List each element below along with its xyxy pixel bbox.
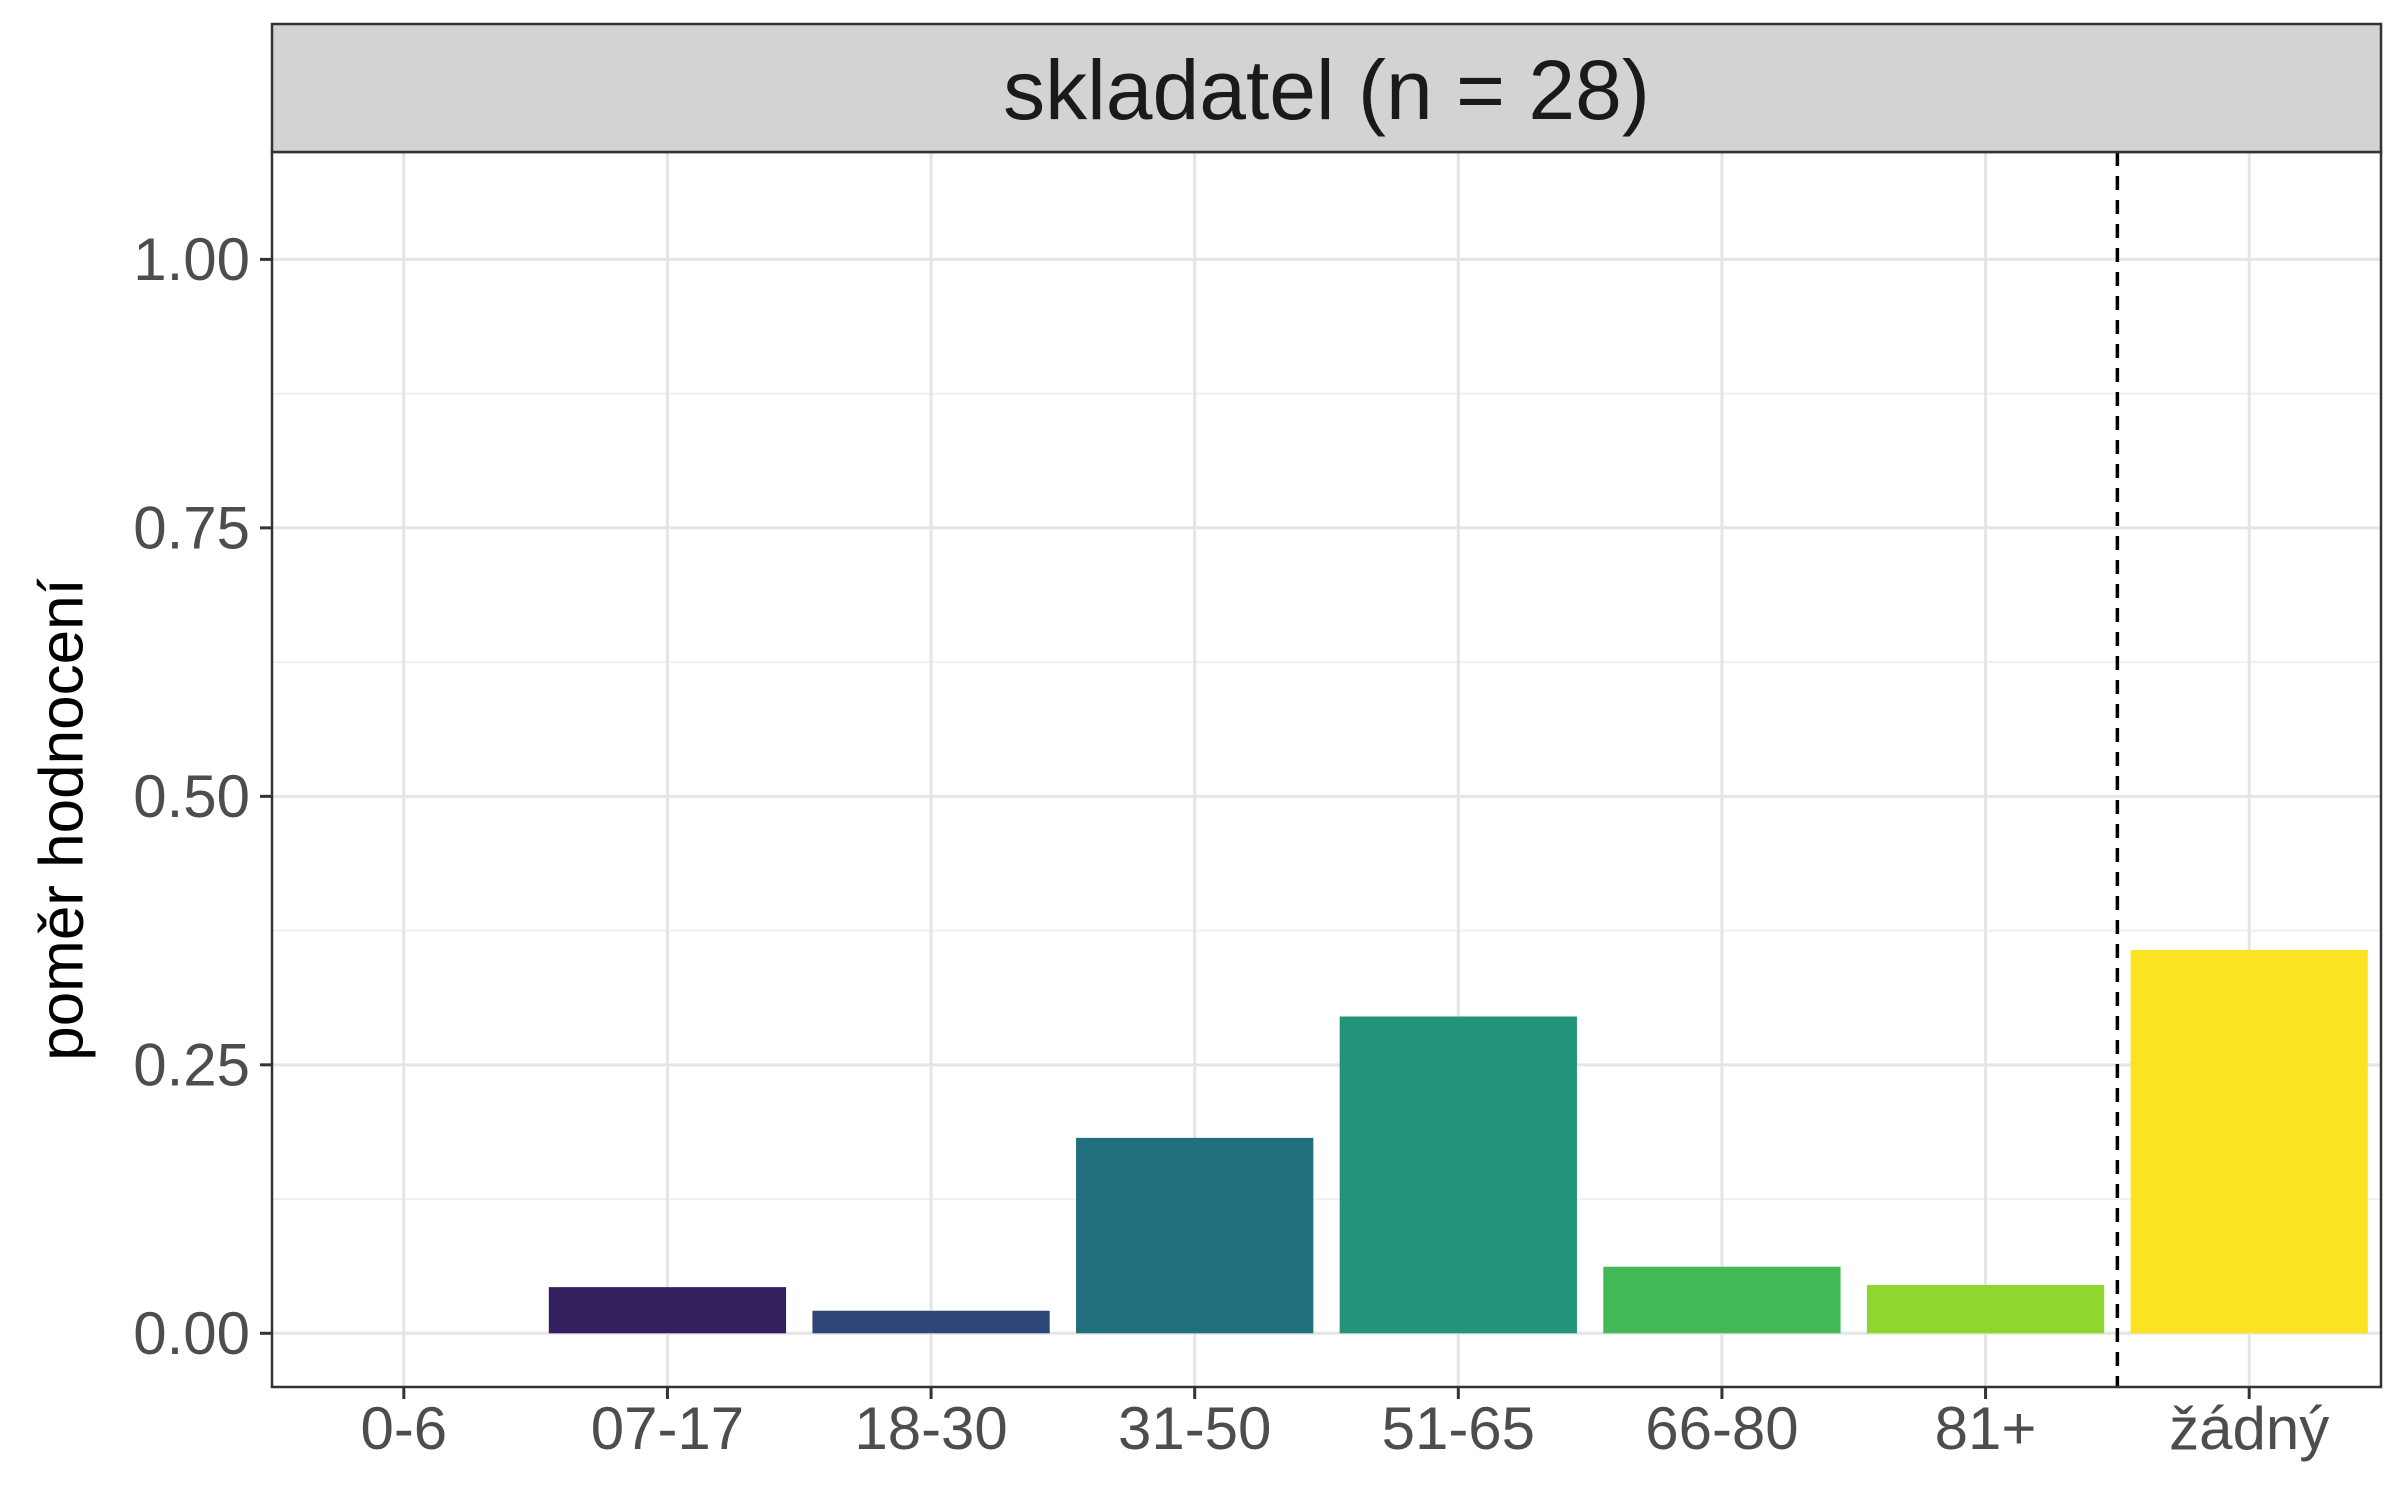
y-tick-label: 0.00	[133, 1300, 250, 1367]
x-tick-label: 51-65	[1382, 1395, 1535, 1462]
facet-label: skladatel (n = 28)	[1003, 43, 1650, 137]
bar-07-17	[548, 1287, 787, 1334]
bar-31-50	[1076, 1137, 1314, 1334]
x-tick-label: 07-17	[591, 1395, 744, 1462]
x-axis: 0-6 07-17 18-30 31-50 51-65 66-80 81+ žádný	[360, 1387, 2329, 1462]
x-tick-label: 0-6	[360, 1395, 447, 1462]
x-tick-label: 81+	[1935, 1395, 2037, 1462]
bar-51-65	[1339, 1016, 1577, 1334]
y-tick-label: 1.00	[133, 226, 250, 293]
x-tick-label: 66-80	[1645, 1395, 1798, 1462]
bar-81+	[1866, 1284, 2105, 1334]
y-tick-label: 0.75	[133, 494, 250, 561]
y-axis-title: poměr hodnocení	[28, 578, 97, 1061]
x-tick-label: 18-30	[854, 1395, 1007, 1462]
facet-strip-background	[270, 22, 2383, 154]
facet-strip: skladatel (n = 28)	[270, 22, 2383, 154]
y-axis: 0.00 0.25 0.50 0.75 1.00	[133, 226, 272, 1367]
bars	[548, 949, 2368, 1334]
grid-lines	[272, 152, 2381, 1387]
y-tick-label: 0.50	[133, 763, 250, 830]
bar-18-30	[812, 1310, 1050, 1334]
panel-border	[270, 150, 2383, 1389]
bar-žádný	[2130, 949, 2368, 1334]
y-tick-label: 0.25	[133, 1031, 250, 1098]
x-tick-label: 31-50	[1118, 1395, 1271, 1462]
x-tick-label: žádný	[2169, 1395, 2329, 1462]
bar-66-80	[1603, 1266, 1841, 1334]
